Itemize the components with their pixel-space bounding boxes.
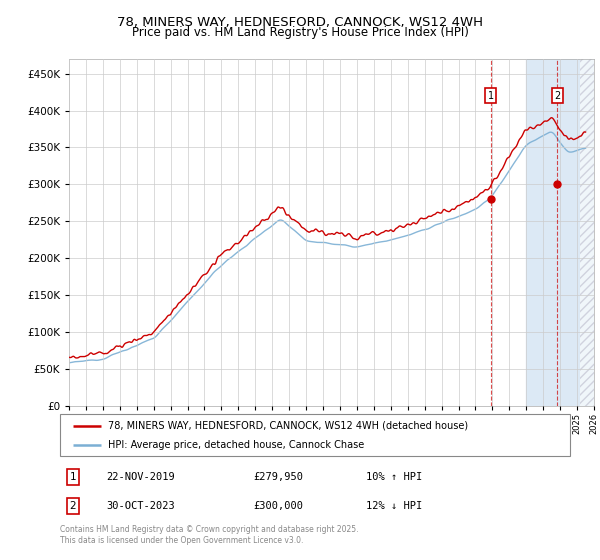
Text: Contains HM Land Registry data © Crown copyright and database right 2025.
This d: Contains HM Land Registry data © Crown c… bbox=[60, 525, 359, 545]
Text: 78, MINERS WAY, HEDNESFORD, CANNOCK, WS12 4WH (detached house): 78, MINERS WAY, HEDNESFORD, CANNOCK, WS1… bbox=[109, 421, 469, 431]
Text: Price paid vs. HM Land Registry's House Price Index (HPI): Price paid vs. HM Land Registry's House … bbox=[131, 26, 469, 39]
Bar bbox=[580, 59, 594, 406]
Bar bbox=[580, 59, 594, 406]
Text: 30-OCT-2023: 30-OCT-2023 bbox=[106, 501, 175, 511]
Text: 2: 2 bbox=[70, 501, 76, 511]
Text: 12% ↓ HPI: 12% ↓ HPI bbox=[366, 501, 422, 511]
FancyBboxPatch shape bbox=[60, 414, 570, 456]
Bar bbox=[526, 59, 594, 406]
Text: £300,000: £300,000 bbox=[254, 501, 304, 511]
Text: £279,950: £279,950 bbox=[254, 472, 304, 482]
Text: 78, MINERS WAY, HEDNESFORD, CANNOCK, WS12 4WH: 78, MINERS WAY, HEDNESFORD, CANNOCK, WS1… bbox=[117, 16, 483, 29]
Text: 22-NOV-2019: 22-NOV-2019 bbox=[106, 472, 175, 482]
Text: HPI: Average price, detached house, Cannock Chase: HPI: Average price, detached house, Cann… bbox=[109, 440, 365, 450]
Text: 2: 2 bbox=[554, 91, 560, 101]
Text: 10% ↑ HPI: 10% ↑ HPI bbox=[366, 472, 422, 482]
Text: 1: 1 bbox=[70, 472, 76, 482]
Text: 1: 1 bbox=[488, 91, 494, 101]
